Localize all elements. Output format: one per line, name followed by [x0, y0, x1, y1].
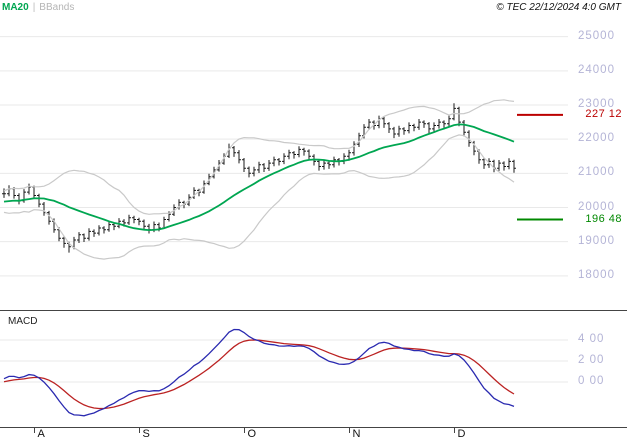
bollinger-lower-line — [3, 134, 515, 260]
ma20-line — [3, 123, 515, 232]
macd-panel-label: MACD — [8, 316, 38, 327]
ma20-legend-label: MA20 — [2, 2, 29, 13]
ohlc-bars — [2, 103, 516, 253]
chart-header: MA20 | BBands © TEC 22/12/2024 4:0 GMT — [2, 2, 621, 20]
resistance-price-label: 227 12 — [585, 107, 622, 120]
macd-line — [3, 328, 515, 417]
macd-signal-line — [3, 339, 515, 410]
copyright-timestamp: © TEC 22/12/2024 4:0 GMT — [496, 2, 621, 13]
support-price-label: 196 48 — [585, 212, 622, 225]
legend-separator: | — [32, 2, 36, 13]
bbands-legend-label: BBands — [39, 2, 75, 13]
bollinger-upper-line — [3, 99, 515, 215]
